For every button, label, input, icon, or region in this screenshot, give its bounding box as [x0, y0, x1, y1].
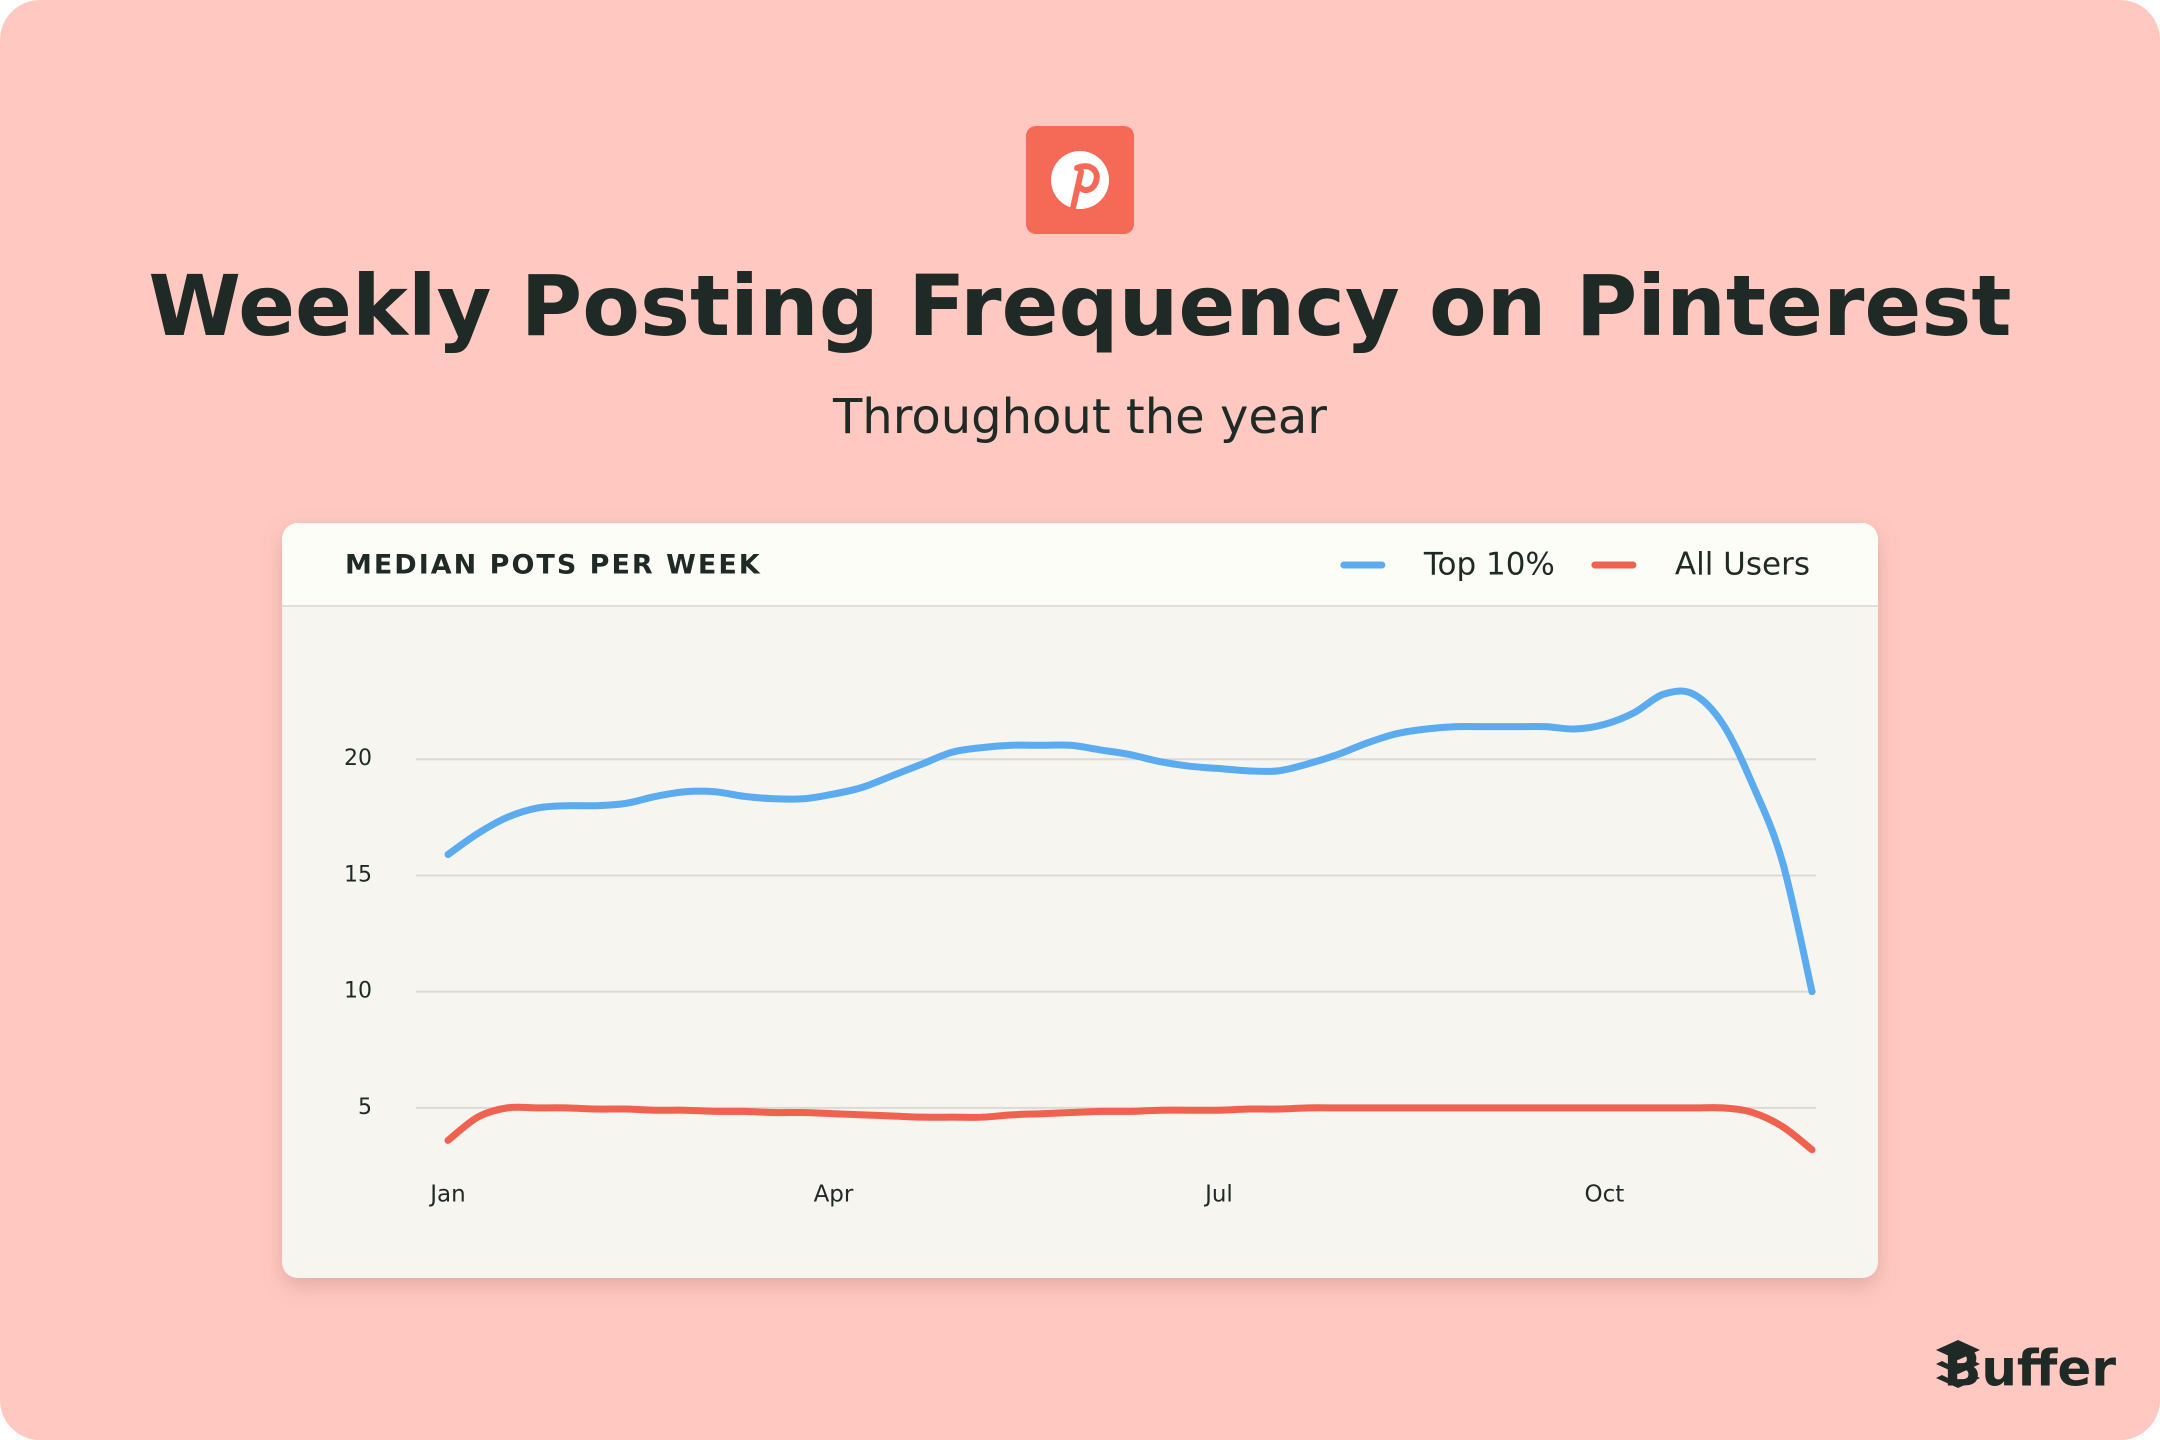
line — [444, 1103, 1816, 1154]
y-tick-label: 20 — [344, 746, 372, 771]
x-tick-label: Jan — [428, 1182, 465, 1208]
line — [444, 687, 1816, 996]
brand-icon — [1936, 1340, 1980, 1388]
panel-title: MEDIAN POTS PER WEEK — [345, 550, 762, 581]
x-tick-label: Oct — [1585, 1182, 1625, 1208]
y-tick-label: 10 — [344, 979, 372, 1004]
y-tick-label: 15 — [344, 862, 372, 887]
x-tick-label: Jul — [1203, 1182, 1233, 1208]
card — [282, 523, 1878, 1278]
x-tick-label: Apr — [814, 1182, 854, 1208]
y-tick-label: 5 — [358, 1095, 372, 1120]
card-header — [282, 523, 1878, 606]
title: Weekly Posting Frequency on Pinterest — [148, 257, 2011, 355]
legend-label: Top 10% — [1423, 547, 1555, 583]
pinterest-icon — [1026, 126, 1134, 234]
legend-label: All Users — [1675, 547, 1810, 583]
subtitle: Throughout the year — [832, 389, 1327, 445]
